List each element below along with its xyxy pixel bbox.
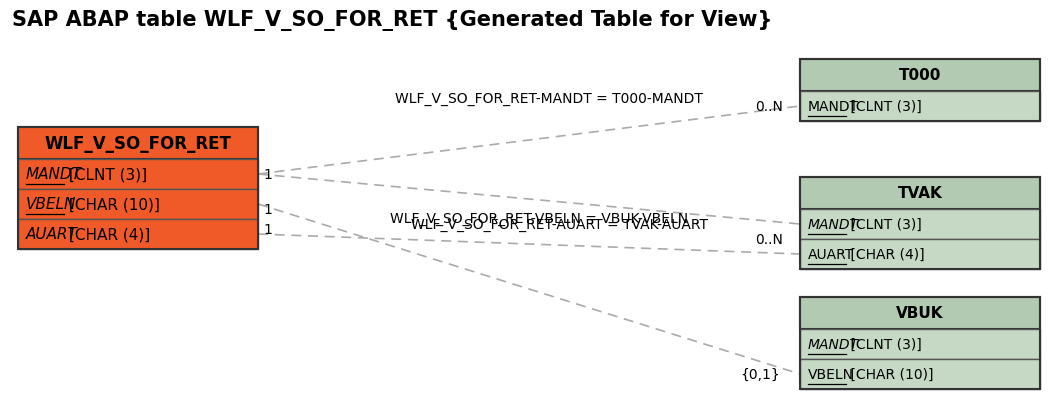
Bar (800, 359, 1040, 389)
Text: VBUK: VBUK (896, 306, 943, 321)
Text: [CHAR (4)]: [CHAR (4)] (63, 227, 150, 242)
Bar (800, 60, 1040, 122)
Bar (18, 128, 258, 160)
Text: VBELN: VBELN (26, 197, 77, 212)
Text: AUART: AUART (26, 227, 78, 242)
Text: MANDT: MANDT (808, 218, 859, 231)
Text: 0..N: 0..N (755, 232, 782, 246)
Text: WLF_V_SO_FOR_RET: WLF_V_SO_FOR_RET (44, 135, 232, 153)
Text: [CLNT (3)]: [CLNT (3)] (63, 167, 146, 182)
Bar (18, 128, 258, 249)
Text: 1: 1 (263, 168, 272, 182)
Text: [CLNT (3)]: [CLNT (3)] (846, 218, 921, 231)
Bar (800, 178, 1040, 209)
Bar (800, 92, 1040, 122)
Text: SAP ABAP table WLF_V_SO_FOR_RET {Generated Table for View}: SAP ABAP table WLF_V_SO_FOR_RET {Generat… (12, 10, 772, 31)
Text: AUART: AUART (808, 247, 854, 261)
Text: [CHAR (10)]: [CHAR (10)] (846, 367, 933, 381)
Text: WLF_V_SO_FOR_RET-VBELN = VBUK-VBELN: WLF_V_SO_FOR_RET-VBELN = VBUK-VBELN (390, 211, 688, 225)
Text: WLF_V_SO_FOR_RET-MANDT = T000-MANDT: WLF_V_SO_FOR_RET-MANDT = T000-MANDT (395, 92, 703, 106)
Text: T000: T000 (899, 68, 941, 83)
Bar (800, 209, 1040, 239)
Bar (800, 239, 1040, 270)
Bar (18, 220, 258, 249)
Text: MANDT: MANDT (808, 337, 859, 351)
Bar (800, 297, 1040, 329)
Text: [CHAR (10)]: [CHAR (10)] (63, 197, 159, 212)
Text: VBELN: VBELN (808, 367, 854, 381)
Text: MANDT: MANDT (808, 100, 859, 114)
Text: 1: 1 (263, 202, 272, 216)
Text: {0,1}: {0,1} (740, 367, 780, 381)
Text: MANDT: MANDT (26, 167, 82, 182)
Bar (800, 329, 1040, 359)
Text: TVAK: TVAK (897, 186, 942, 201)
Text: 1: 1 (263, 222, 272, 236)
Text: [CLNT (3)]: [CLNT (3)] (846, 100, 921, 114)
Text: [CHAR (4)]: [CHAR (4)] (846, 247, 925, 261)
Bar (18, 160, 258, 189)
Bar (800, 60, 1040, 92)
Bar (18, 189, 258, 220)
Bar (800, 178, 1040, 270)
Text: [CLNT (3)]: [CLNT (3)] (846, 337, 921, 351)
Text: WLF_V_SO_FOR_RET-AUART = TVAK-AUART: WLF_V_SO_FOR_RET-AUART = TVAK-AUART (411, 218, 708, 231)
Bar (800, 297, 1040, 389)
Text: 0..N: 0..N (755, 100, 782, 114)
